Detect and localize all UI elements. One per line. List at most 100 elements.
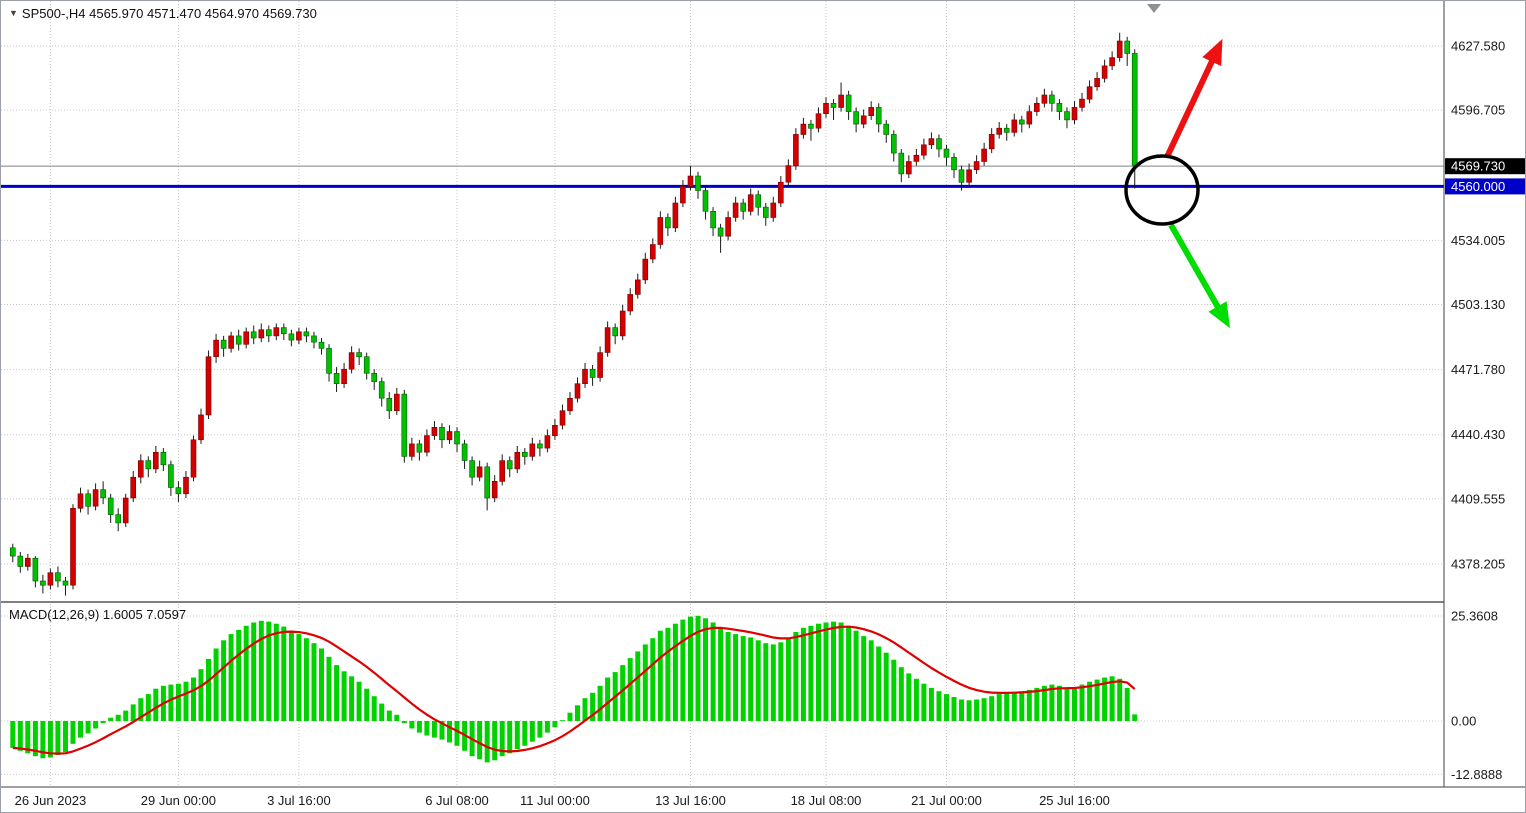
- symbol-dropdown-icon[interactable]: ▼: [9, 8, 18, 18]
- annotation-circle[interactable]: [1124, 154, 1200, 226]
- candle: [574, 383, 581, 399]
- candle: [860, 115, 867, 125]
- candle: [1056, 103, 1063, 112]
- candle: [491, 480, 498, 499]
- candle: [514, 451, 521, 470]
- candle: [537, 443, 543, 449]
- macd-histogram-bar: [319, 648, 324, 721]
- candle: [936, 138, 942, 150]
- candle: [1041, 94, 1048, 104]
- candle: [220, 339, 227, 349]
- macd-histogram-bar: [63, 721, 68, 753]
- current-price-badge-label: 4569.730: [1451, 159, 1505, 174]
- candle: [732, 202, 739, 218]
- macd-signal-line: [12, 625, 1136, 755]
- candle: [92, 489, 99, 507]
- candle: [875, 107, 882, 125]
- macd-histogram-bar: [55, 721, 61, 755]
- candle: [777, 181, 784, 204]
- candle: [1131, 53, 1138, 167]
- macd-histogram-bar: [906, 673, 912, 721]
- candle: [243, 331, 249, 345]
- macd-histogram-bar: [944, 694, 949, 721]
- candle: [62, 580, 69, 586]
- macd-histogram-bar: [1132, 714, 1138, 721]
- current-price-badge: [1445, 158, 1525, 175]
- candle: [115, 514, 121, 524]
- macd-histogram-bar: [123, 710, 129, 721]
- candle: [1026, 111, 1033, 125]
- macd-histogram-bar: [552, 721, 558, 728]
- macd-histogram-bar: [936, 691, 942, 721]
- candle: [484, 466, 491, 499]
- macd-histogram-bar: [1079, 684, 1085, 721]
- candle: [469, 460, 475, 478]
- candle: [973, 161, 980, 171]
- candle: [273, 327, 280, 337]
- macd-histogram-bar: [733, 634, 739, 721]
- candle: [183, 476, 189, 495]
- price-axis-label: 4627.580: [1451, 39, 1505, 54]
- macd-histogram-bar: [507, 721, 513, 754]
- macd-histogram-bar: [1102, 677, 1108, 721]
- candle: [1049, 94, 1055, 104]
- annotation-arrow-down[interactable]: [1168, 223, 1231, 329]
- macd-histogram-bar: [657, 630, 663, 721]
- candle: [1018, 119, 1025, 125]
- chart-shift-marker[interactable]: [1147, 4, 1161, 13]
- price-axis-label: 4440.430: [1451, 427, 1505, 442]
- macd-histogram-bar: [770, 644, 776, 721]
- macd-histogram-bar: [303, 638, 309, 721]
- macd-histogram-bar: [1026, 689, 1032, 721]
- macd-histogram-bar: [32, 721, 38, 757]
- macd-axis-label: -12.8888: [1451, 767, 1502, 782]
- candle: [55, 572, 61, 582]
- macd-histogram-bar: [1109, 676, 1115, 721]
- macd-histogram-bar: [785, 638, 791, 721]
- macd-histogram-bar: [454, 721, 460, 746]
- macd-histogram-bar: [10, 721, 16, 748]
- candle: [17, 555, 24, 567]
- candle: [793, 134, 799, 166]
- price-axis-label: 4503.130: [1451, 297, 1505, 312]
- candle: [996, 127, 1003, 135]
- time-axis[interactable]: [1, 787, 1526, 813]
- macd-axis-label: 0.00: [1451, 714, 1476, 729]
- macd-histogram-bar: [484, 721, 490, 763]
- macd-histogram-bar: [891, 659, 897, 721]
- candle: [100, 489, 106, 499]
- candle: [153, 451, 159, 470]
- candle: [371, 372, 378, 382]
- macd-histogram-bar: [1011, 692, 1017, 721]
- macd-histogram-bar: [1034, 687, 1040, 721]
- candle: [476, 466, 483, 478]
- macd-histogram-bar: [379, 703, 385, 721]
- macd-histogram-bar: [108, 717, 114, 721]
- candle: [913, 154, 920, 162]
- macd-histogram-bar: [1049, 684, 1055, 721]
- price-axis[interactable]: [1444, 1, 1526, 813]
- price-axis-label: 4596.705: [1451, 103, 1505, 118]
- macd-histogram-bar: [951, 697, 957, 721]
- annotation-arrow-up[interactable]: [1164, 38, 1223, 159]
- candle: [890, 134, 897, 154]
- candle: [461, 443, 468, 461]
- macd-histogram-bar: [356, 681, 362, 721]
- level-price-badge-label: 4560.000: [1451, 179, 1505, 194]
- candle: [898, 152, 905, 175]
- candle: [567, 397, 573, 412]
- candle: [988, 134, 995, 150]
- macd-histogram-bar: [823, 622, 829, 721]
- macd-histogram-bar: [273, 623, 279, 721]
- macd-histogram-bar: [439, 721, 445, 740]
- candle: [24, 557, 31, 567]
- candle: [1086, 86, 1093, 100]
- macd-histogram-bar: [665, 627, 671, 721]
- candle: [431, 426, 438, 436]
- macd-histogram-bar: [876, 646, 882, 721]
- time-axis-label: 6 Jul 08:00: [425, 793, 489, 808]
- macd-histogram-bar: [816, 623, 821, 721]
- macd-histogram-bar: [605, 677, 611, 721]
